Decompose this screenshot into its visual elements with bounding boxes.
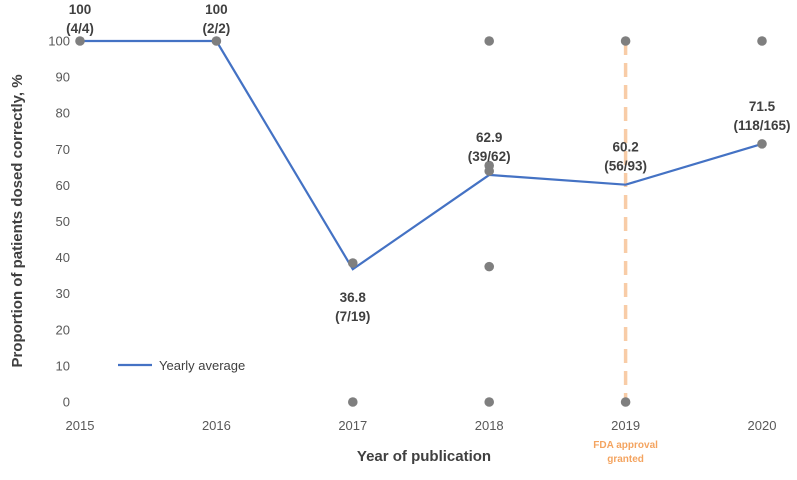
data-label: (39/62)	[468, 149, 511, 164]
study-point	[484, 166, 495, 176]
y-tick-label: 30	[56, 286, 70, 301]
study-points	[75, 36, 767, 407]
y-tick-label: 20	[56, 322, 70, 337]
y-tick-label: 100	[48, 34, 70, 49]
data-labels: 100 (4/4) 100 (2/2) 36.8 (7/19) 62.9 (39/62) 60.…	[66, 2, 790, 324]
study-point	[757, 139, 767, 149]
data-label: (4/4)	[66, 21, 94, 36]
study-point	[348, 397, 358, 407]
series-lines	[80, 39, 763, 271]
data-label: 62.9	[476, 130, 502, 145]
study-point	[211, 36, 222, 46]
y-tick-label: 90	[56, 70, 70, 85]
x-tick-label: 2020	[748, 418, 777, 433]
fda-approval-marker: FDA approval granted	[593, 41, 658, 465]
study-point	[620, 36, 631, 46]
study-point	[75, 36, 85, 46]
legend: Yearly average	[118, 358, 245, 373]
x-tick-label: 2017	[338, 418, 367, 433]
study-point	[757, 36, 767, 46]
y-tick-label: 70	[56, 142, 70, 157]
data-label: 36.8	[340, 290, 367, 305]
study-point	[484, 397, 495, 407]
x-tick-label: 2016	[202, 418, 231, 433]
series-line-yearly-average	[80, 39, 763, 271]
y-tick-label: 60	[56, 178, 70, 193]
x-tick-label: 2019	[611, 418, 640, 433]
study-point	[620, 397, 631, 407]
data-label: (118/165)	[733, 118, 790, 133]
data-label: 100	[69, 2, 92, 17]
study-point	[348, 258, 358, 268]
fda-approval-label: FDA approval	[593, 440, 658, 451]
data-label: (56/93)	[604, 159, 647, 174]
data-label: 100	[205, 2, 228, 17]
data-label: (7/19)	[335, 309, 370, 324]
y-axis-title: Proportion of patients dosed correctly, …	[9, 74, 26, 367]
y-tick-label: 40	[56, 250, 70, 265]
legend-label: Yearly average	[159, 358, 245, 373]
data-label: 71.5	[749, 99, 776, 114]
x-tick-label: 2018	[475, 418, 504, 433]
data-label: (2/2)	[203, 21, 231, 36]
y-tick-label: 80	[56, 106, 70, 121]
y-tick-label: 50	[56, 214, 70, 229]
x-axis-ticks: 2015 2016 2017 2018 2019 2020	[66, 418, 777, 433]
x-axis-title: Year of publication	[357, 448, 491, 465]
data-label: 60.2	[612, 140, 638, 155]
y-tick-label: 10	[56, 358, 70, 373]
study-point	[484, 36, 495, 46]
fda-approval-label: granted	[607, 454, 644, 465]
y-tick-label: 0	[63, 395, 70, 410]
study-point	[484, 261, 495, 272]
x-tick-label: 2015	[66, 418, 95, 433]
y-axis-ticks: 0 10 20 30 40 50 60 70 80 90 100	[48, 34, 70, 410]
